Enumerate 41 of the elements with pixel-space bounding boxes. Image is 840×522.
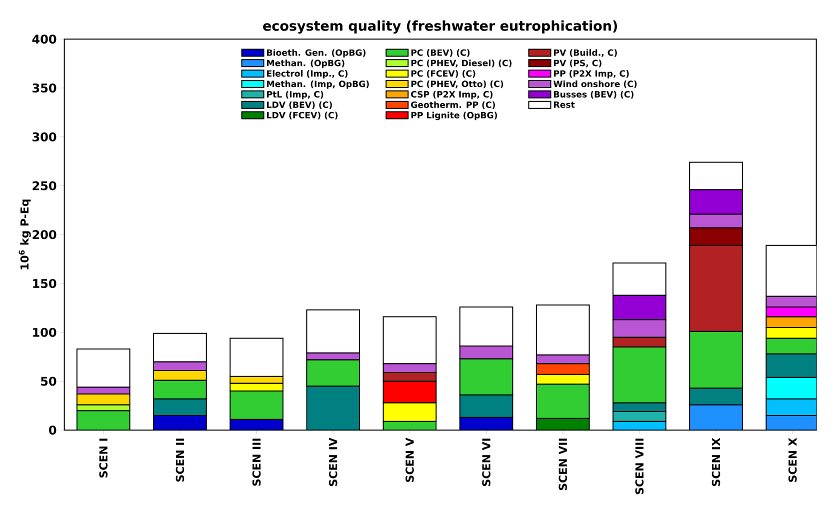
chart-title: ecosystem quality (freshwater eutrophication) [263, 20, 617, 34]
legend-label: Methan. (OpBG) [267, 60, 344, 68]
legend-label: CSP (P2X Imp, C) [411, 90, 492, 100]
y-tick-label: 400 [32, 34, 56, 44]
y-tick-label: 200 [32, 230, 56, 240]
y-tick-label: 300 [32, 132, 56, 142]
x-tick-label: SCEN X [788, 438, 797, 482]
x-tick-label: SCEN V [406, 438, 414, 482]
x-tick-label: SCEN IV [328, 438, 338, 486]
y-tick-label: 50 [41, 376, 56, 386]
legend-label: PtL (Imp, C) [267, 90, 324, 100]
legend-label: PC (FCEV) (C) [411, 70, 476, 78]
x-tick-label: SCEN III [252, 438, 261, 486]
x-tick-label: SCEN VII [558, 438, 568, 490]
y-axis-title: 10$^{6}$ kg P-Eq [18, 200, 31, 270]
y-tick-label: 250 [32, 181, 56, 190]
legend-label: PC (PHEV, Diesel) (C) [411, 60, 512, 68]
legend-label: Methan. (Imp, OpBG) [267, 80, 369, 89]
x-tick-label: SCEN II [176, 438, 184, 482]
legend-label: LDV (FCEV) (C) [267, 112, 338, 120]
x-tick-label: SCEN IX [712, 438, 720, 486]
legend-label: PV (PS, C) [554, 60, 602, 68]
legend-label: Busses (BEV) (C) [554, 90, 634, 99]
legend-label: Electrol (Imp., C) [267, 70, 348, 78]
x-tick-label: SCEN I [99, 438, 108, 478]
legend-label: Bioeth. Gen. (OpBG) [267, 49, 366, 58]
legend-label: PC (BEV) (C) [411, 49, 470, 57]
y-tick-label: 100 [33, 328, 56, 337]
x-tick-label: SCEN VIII [635, 438, 644, 494]
x-tick-label: SCEN VI [482, 438, 490, 486]
legend-label: PC (PHEV, Otto) (C) [411, 80, 504, 88]
legend-label: PV (Build., C) [554, 49, 617, 57]
y-tick-label: 350 [32, 83, 56, 93]
legend-label: LDV (BEV) (C) [267, 101, 332, 109]
legend-label: Wind onshore (C) [553, 80, 637, 88]
legend-label: Rest [554, 101, 575, 108]
y-tick-label: 0 [49, 426, 56, 435]
y-tick-label: 150 [33, 278, 56, 288]
legend-label: PP Lignite (OpBG) [411, 112, 497, 120]
legend-label: Geotherm. PP (C) [411, 101, 495, 110]
legend-label: PP (P2X Imp, C) [554, 70, 629, 78]
